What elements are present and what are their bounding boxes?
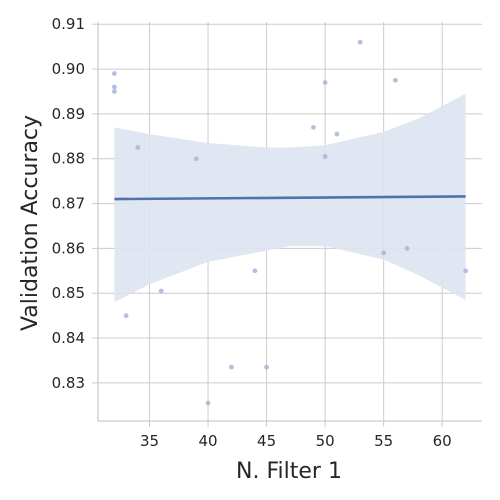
data-point bbox=[193, 156, 199, 162]
tick-labels: 35 40 45 50 55 60 0.83 0.84 0.85 0.86 0.87 0.88 0.89… bbox=[52, 15, 452, 450]
data-point bbox=[311, 124, 316, 130]
data-point bbox=[158, 288, 164, 294]
y-tick-label: 0.85 bbox=[52, 284, 85, 302]
y-tick-label: 0.91 bbox=[52, 15, 85, 33]
data-point bbox=[111, 84, 117, 90]
x-tick-label: 40 bbox=[199, 432, 218, 450]
regression-line-group bbox=[114, 195, 466, 201]
y-tick-label: 0.87 bbox=[52, 195, 85, 213]
data-point bbox=[381, 250, 387, 256]
data-point bbox=[123, 313, 129, 319]
y-tick-label: 0.89 bbox=[52, 105, 85, 123]
x-tick-label: 35 bbox=[140, 432, 159, 450]
data-point bbox=[111, 89, 117, 94]
data-point bbox=[205, 400, 211, 406]
x-tick-label: 55 bbox=[374, 432, 393, 450]
data-point bbox=[357, 39, 363, 45]
y-axis-title: Validation Accuracy bbox=[18, 115, 43, 331]
data-point bbox=[322, 154, 328, 159]
x-tick-label: 60 bbox=[433, 432, 452, 450]
data-point bbox=[334, 131, 340, 137]
data-point bbox=[111, 71, 117, 76]
data-point bbox=[463, 268, 469, 274]
y-tick-label: 0.88 bbox=[52, 150, 85, 168]
data-points bbox=[111, 39, 469, 406]
x-axis-title: N. Filter 1 bbox=[236, 459, 342, 484]
axes bbox=[92, 22, 482, 427]
x-tick-label: 45 bbox=[257, 432, 276, 450]
regression-line bbox=[114, 195, 466, 201]
y-tick-label: 0.84 bbox=[52, 329, 85, 347]
data-point bbox=[404, 245, 410, 251]
y-tick-label: 0.90 bbox=[52, 60, 85, 78]
data-point bbox=[322, 80, 328, 85]
y-tick-label: 0.86 bbox=[52, 239, 85, 257]
data-point bbox=[392, 77, 398, 83]
data-point bbox=[264, 364, 269, 370]
data-point bbox=[252, 268, 258, 274]
data-point bbox=[229, 364, 234, 370]
data-point bbox=[135, 145, 141, 150]
y-tick-label: 0.83 bbox=[52, 374, 85, 392]
x-tick-label: 50 bbox=[316, 432, 335, 450]
